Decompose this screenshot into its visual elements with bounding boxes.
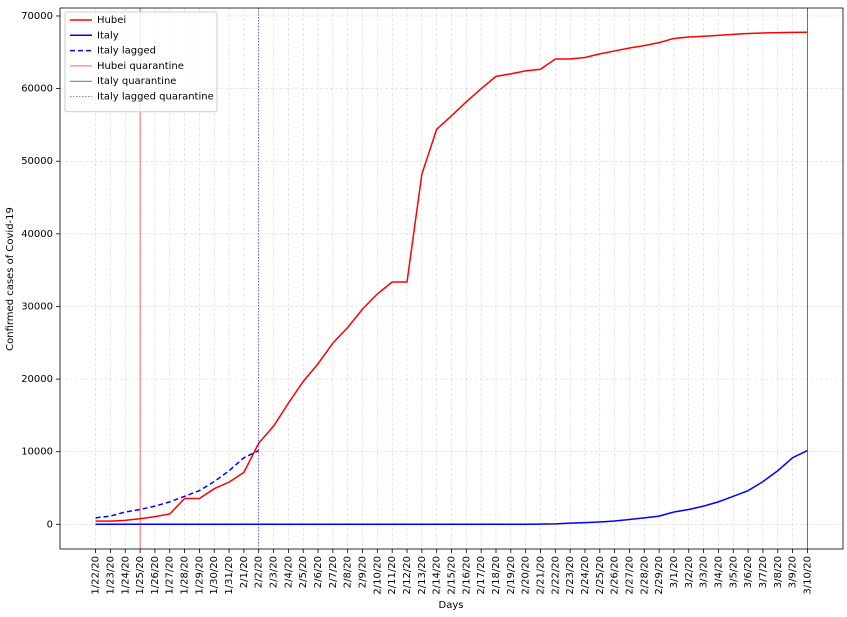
x-tick-label: 1/30/20 xyxy=(209,556,220,595)
x-tick-label: 2/10/20 xyxy=(372,556,383,595)
x-tick-label: 2/14/20 xyxy=(432,556,443,595)
legend-label: Italy xyxy=(97,30,119,41)
x-tick-label: 1/24/20 xyxy=(120,556,131,595)
y-tick-label: 50000 xyxy=(21,156,53,167)
series-line xyxy=(95,31,808,522)
x-axis-label: Days xyxy=(439,600,464,611)
x-tick-label: 3/7/20 xyxy=(758,556,769,588)
x-tick-label: 1/25/20 xyxy=(135,556,146,595)
x-tick-label: 2/23/20 xyxy=(565,556,576,595)
x-tick-label: 2/4/20 xyxy=(283,556,294,588)
legend-label: Italy lagged xyxy=(97,46,156,57)
legend-box xyxy=(64,11,218,113)
x-tick-label: 2/22/20 xyxy=(550,556,561,595)
x-tick-label: 1/28/20 xyxy=(180,556,191,595)
x-tick-label: 3/5/20 xyxy=(728,556,739,588)
y-tick-label: 20000 xyxy=(21,374,53,385)
legend-label: Hubei quarantine xyxy=(97,61,184,72)
series-line xyxy=(95,449,260,519)
legend-label: Italy quarantine xyxy=(97,76,176,87)
x-tick-label: 2/18/20 xyxy=(491,556,502,595)
x-tick-label: 2/11/20 xyxy=(387,556,398,595)
x-tick-label: 1/29/20 xyxy=(194,556,205,595)
plot-frame xyxy=(59,7,844,550)
y-tick-label: 0 xyxy=(47,519,53,530)
x-tick-label: 2/13/20 xyxy=(417,556,428,595)
x-tick-label: 2/29/20 xyxy=(654,556,665,595)
legend: Hubei Italy Italy lagged Hubei quarantine It… xyxy=(64,11,218,113)
x-tick-label: 2/2/20 xyxy=(254,556,265,588)
x-tick-label: 1/23/20 xyxy=(105,556,116,595)
x-tick-label: 3/1/20 xyxy=(669,556,680,588)
x-tick-label: 2/26/20 xyxy=(610,556,621,595)
x-tick-label: 2/6/20 xyxy=(313,556,324,588)
x-tick-label: 1/31/20 xyxy=(224,556,235,595)
x-tick-label: 2/12/20 xyxy=(402,556,413,595)
x-tick-label: 1/22/20 xyxy=(91,556,102,595)
x-tick-label: 3/10/20 xyxy=(802,556,813,595)
x-tick-label: 3/2/20 xyxy=(684,556,695,588)
x-tick-label: 2/9/20 xyxy=(358,556,369,588)
y-tick-label: 60000 xyxy=(21,84,53,95)
x-tick-label: 2/3/20 xyxy=(269,556,280,588)
series-line xyxy=(95,449,808,526)
legend-label: Italy lagged quarantine xyxy=(97,92,214,103)
y-tick-label: 40000 xyxy=(21,229,53,240)
x-tick-label: 2/25/20 xyxy=(595,556,606,595)
x-tick-label: 2/5/20 xyxy=(298,556,309,588)
y-tick-label: 70000 xyxy=(21,11,53,22)
y-tick-label: 30000 xyxy=(21,301,53,312)
x-tick-label: 2/8/20 xyxy=(343,556,354,588)
x-tick-label: 2/20/20 xyxy=(521,556,532,595)
x-tick-label: 2/17/20 xyxy=(476,556,487,595)
y-axis-label: Confirmed cases of Covid-19 xyxy=(5,207,16,351)
x-tick-label: 2/16/20 xyxy=(461,556,472,595)
x-tick-label: 3/8/20 xyxy=(773,556,784,588)
x-tick-label: 2/21/20 xyxy=(535,556,546,595)
x-tick-label: 1/27/20 xyxy=(165,556,176,595)
x-tick-label: 3/6/20 xyxy=(743,556,754,588)
x-tick-label: 3/9/20 xyxy=(788,556,799,588)
x-tick-label: 2/19/20 xyxy=(506,556,517,595)
legend-label: Hubei xyxy=(97,15,126,26)
y-tick-label: 10000 xyxy=(21,447,53,458)
x-tick-label: 2/7/20 xyxy=(328,556,339,588)
x-tick-label: 2/1/20 xyxy=(239,556,250,588)
x-tick-label: 2/15/20 xyxy=(447,556,458,595)
x-tick-label: 2/28/20 xyxy=(639,556,650,595)
x-tick-label: 3/4/20 xyxy=(713,556,724,588)
x-tick-label: 2/24/20 xyxy=(580,556,591,595)
x-tick-label: 3/3/20 xyxy=(699,556,710,588)
x-tick-label: 2/27/20 xyxy=(624,556,635,595)
x-tick-label: 1/26/20 xyxy=(150,556,161,595)
